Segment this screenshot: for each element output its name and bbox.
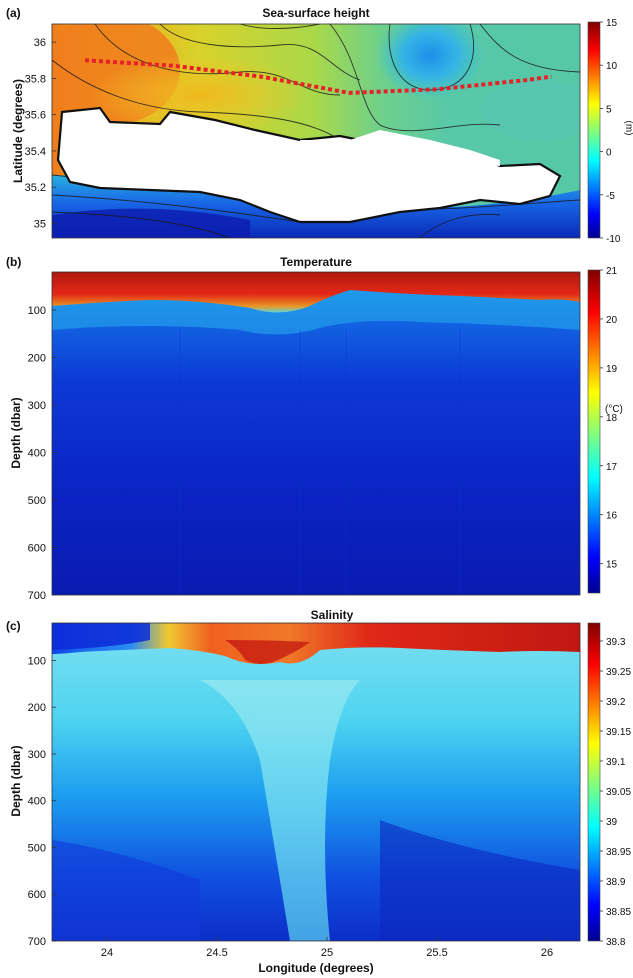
- colorbar-tick-label: 39.25: [606, 667, 631, 678]
- colorbar-tick-label: 38.85: [606, 907, 631, 918]
- transect-line: [84, 58, 552, 95]
- x-tick-label: 25: [321, 947, 333, 959]
- temperature-section: [52, 272, 580, 595]
- y-tick-label: 400: [28, 448, 46, 460]
- panel-b-title: Temperature: [280, 255, 352, 269]
- y-tick-label: 600: [28, 543, 46, 555]
- y-tick-label: 35.6: [25, 110, 46, 122]
- y-tick-label: 300: [28, 749, 46, 761]
- colorbar-tick-label: 18: [606, 413, 618, 424]
- colorbar-tick-label: 38.9: [606, 877, 626, 888]
- panel-a-colorbar-label: (m): [623, 121, 633, 136]
- panel-c-xlabel: Longitude (degrees): [258, 961, 373, 975]
- y-tick-label: 300: [28, 400, 46, 412]
- colorbar-tick-label: 39.1: [606, 757, 626, 768]
- y-tick-label: 35: [34, 218, 46, 230]
- crete-landmass: [56, 106, 562, 224]
- colorbar-tick-label: -5: [606, 191, 615, 202]
- y-tick-label: 700: [28, 936, 46, 948]
- panel-a-title: Sea-surface height: [262, 6, 369, 20]
- colorbar-tick-label: 21: [606, 266, 618, 277]
- panel-b-ylabel: Depth (dbar): [9, 397, 23, 468]
- colorbar-tick-label: 15: [606, 560, 618, 571]
- temperature-colorbar: [587, 269, 601, 594]
- colorbar-tick-label: 39: [606, 817, 618, 828]
- y-tick-label: 35.2: [25, 182, 46, 194]
- colorbar-tick-label: 39.2: [606, 697, 626, 708]
- panel-b: (b) Temperature Depth (dbar) 100 200 300 40…: [6, 255, 623, 602]
- y-tick-label: 700: [28, 590, 46, 602]
- x-tick-label: 26: [541, 947, 553, 959]
- y-tick-label: 100: [28, 305, 46, 317]
- y-tick-label: 35.8: [25, 73, 46, 85]
- salinity-colorbar: [587, 622, 601, 942]
- y-tick-label: 500: [28, 842, 46, 854]
- colorbar-tick-label: 20: [606, 315, 618, 326]
- colorbar-tick-label: 19: [606, 364, 618, 375]
- salinity-section: [52, 623, 580, 941]
- colorbar-tick-label: 16: [606, 511, 618, 522]
- colorbar-tick-label: 15: [606, 18, 618, 29]
- y-tick-label: 36: [34, 37, 46, 49]
- y-tick-label: 400: [28, 796, 46, 808]
- colorbar-tick-label: 39.15: [606, 727, 631, 738]
- panel-c-label: (c): [6, 619, 21, 633]
- colorbar-tick-label: -10: [606, 234, 621, 245]
- y-tick-label: 500: [28, 495, 46, 507]
- colorbar-tick-label: 38.8: [606, 937, 626, 948]
- y-tick-label: 100: [28, 655, 46, 667]
- panel-c-ylabel: Depth (dbar): [9, 745, 23, 816]
- colorbar-tick-label: 39.05: [606, 787, 631, 798]
- x-tick-label: 24.5: [206, 947, 227, 959]
- panel-b-label: (b): [6, 255, 21, 269]
- panel-a-label: (a): [6, 6, 21, 20]
- y-tick-label: 600: [28, 889, 46, 901]
- y-tick-label: 200: [28, 702, 46, 714]
- panel-a: (a) Sea-surface height: [6, 6, 633, 245]
- panel-b-colorbar-label: (°C): [605, 404, 623, 415]
- colorbar-tick-label: 38.95: [606, 847, 631, 858]
- panel-a-ylabel: Latitude (degrees): [11, 79, 25, 183]
- colorbar-tick-label: 5: [606, 104, 612, 115]
- panel-c: (c) Salinity Depth (dbar) Longitude (deg…: [6, 608, 631, 975]
- panel-c-title: Salinity: [311, 608, 354, 622]
- colorbar-tick-label: 17: [606, 462, 618, 473]
- x-tick-label: 25.5: [426, 947, 447, 959]
- colorbar-tick-label: 10: [606, 61, 618, 72]
- ssh-map: [52, 24, 580, 238]
- colorbar-tick-label: 0: [606, 148, 612, 159]
- y-tick-label: 200: [28, 353, 46, 365]
- x-tick-label: 24: [101, 947, 113, 959]
- ssh-colorbar: [587, 21, 601, 239]
- colorbar-tick-label: 39.3: [606, 637, 626, 648]
- y-tick-label: 35.4: [25, 146, 46, 158]
